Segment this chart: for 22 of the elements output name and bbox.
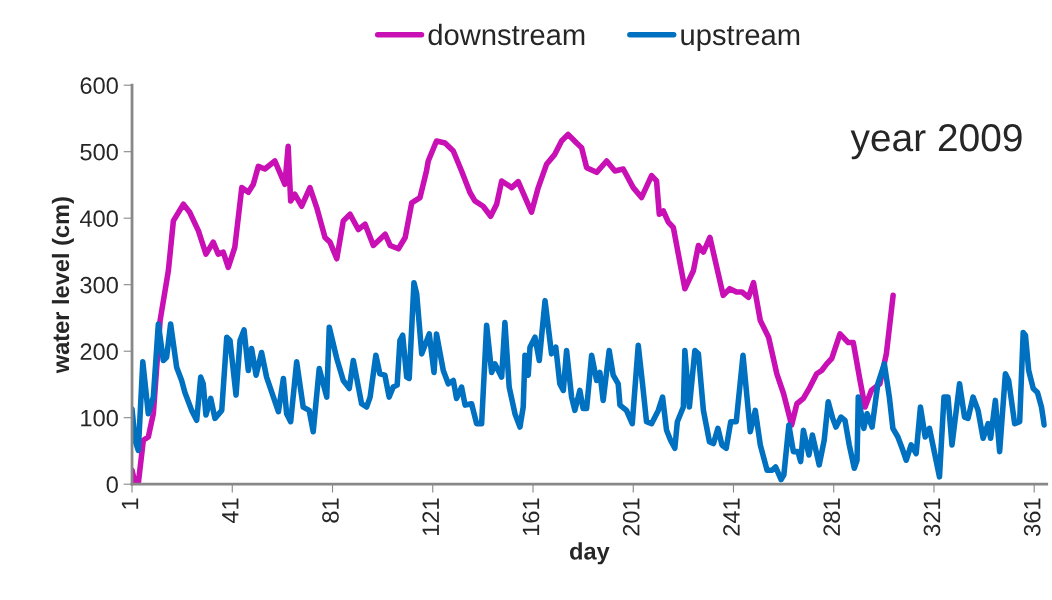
legend-label: downstream (428, 23, 585, 46)
x-tick-label: 361 (1023, 498, 1041, 536)
x-tick-label: 161 (522, 498, 540, 535)
y-tick-label: 200 (80, 343, 118, 360)
y-axis-title: water level (cm) (51, 197, 74, 374)
y-tick-label: 100 (81, 409, 118, 427)
x-tick-label: 281 (823, 498, 841, 536)
x-tick-label: 321 (923, 498, 941, 536)
x-tick-label: 41 (222, 498, 239, 524)
y-tick-label: 300 (80, 276, 118, 294)
x-tick-label: 1 (121, 498, 139, 509)
x-tick-label: 241 (723, 498, 740, 536)
x-tick-label: 121 (422, 498, 439, 535)
x-tick-label: 81 (322, 498, 339, 523)
legend-label: upstream (681, 26, 800, 51)
y-tick-label: 500 (80, 143, 118, 161)
y-tick-label: 600 (80, 77, 118, 94)
x-axis-title: day (570, 542, 610, 565)
y-tick-label: 0 (106, 476, 118, 493)
x-tick-label: 201 (622, 498, 640, 536)
annotation: year 2009 (850, 123, 1022, 160)
y-tick-label: 400 (79, 210, 118, 227)
